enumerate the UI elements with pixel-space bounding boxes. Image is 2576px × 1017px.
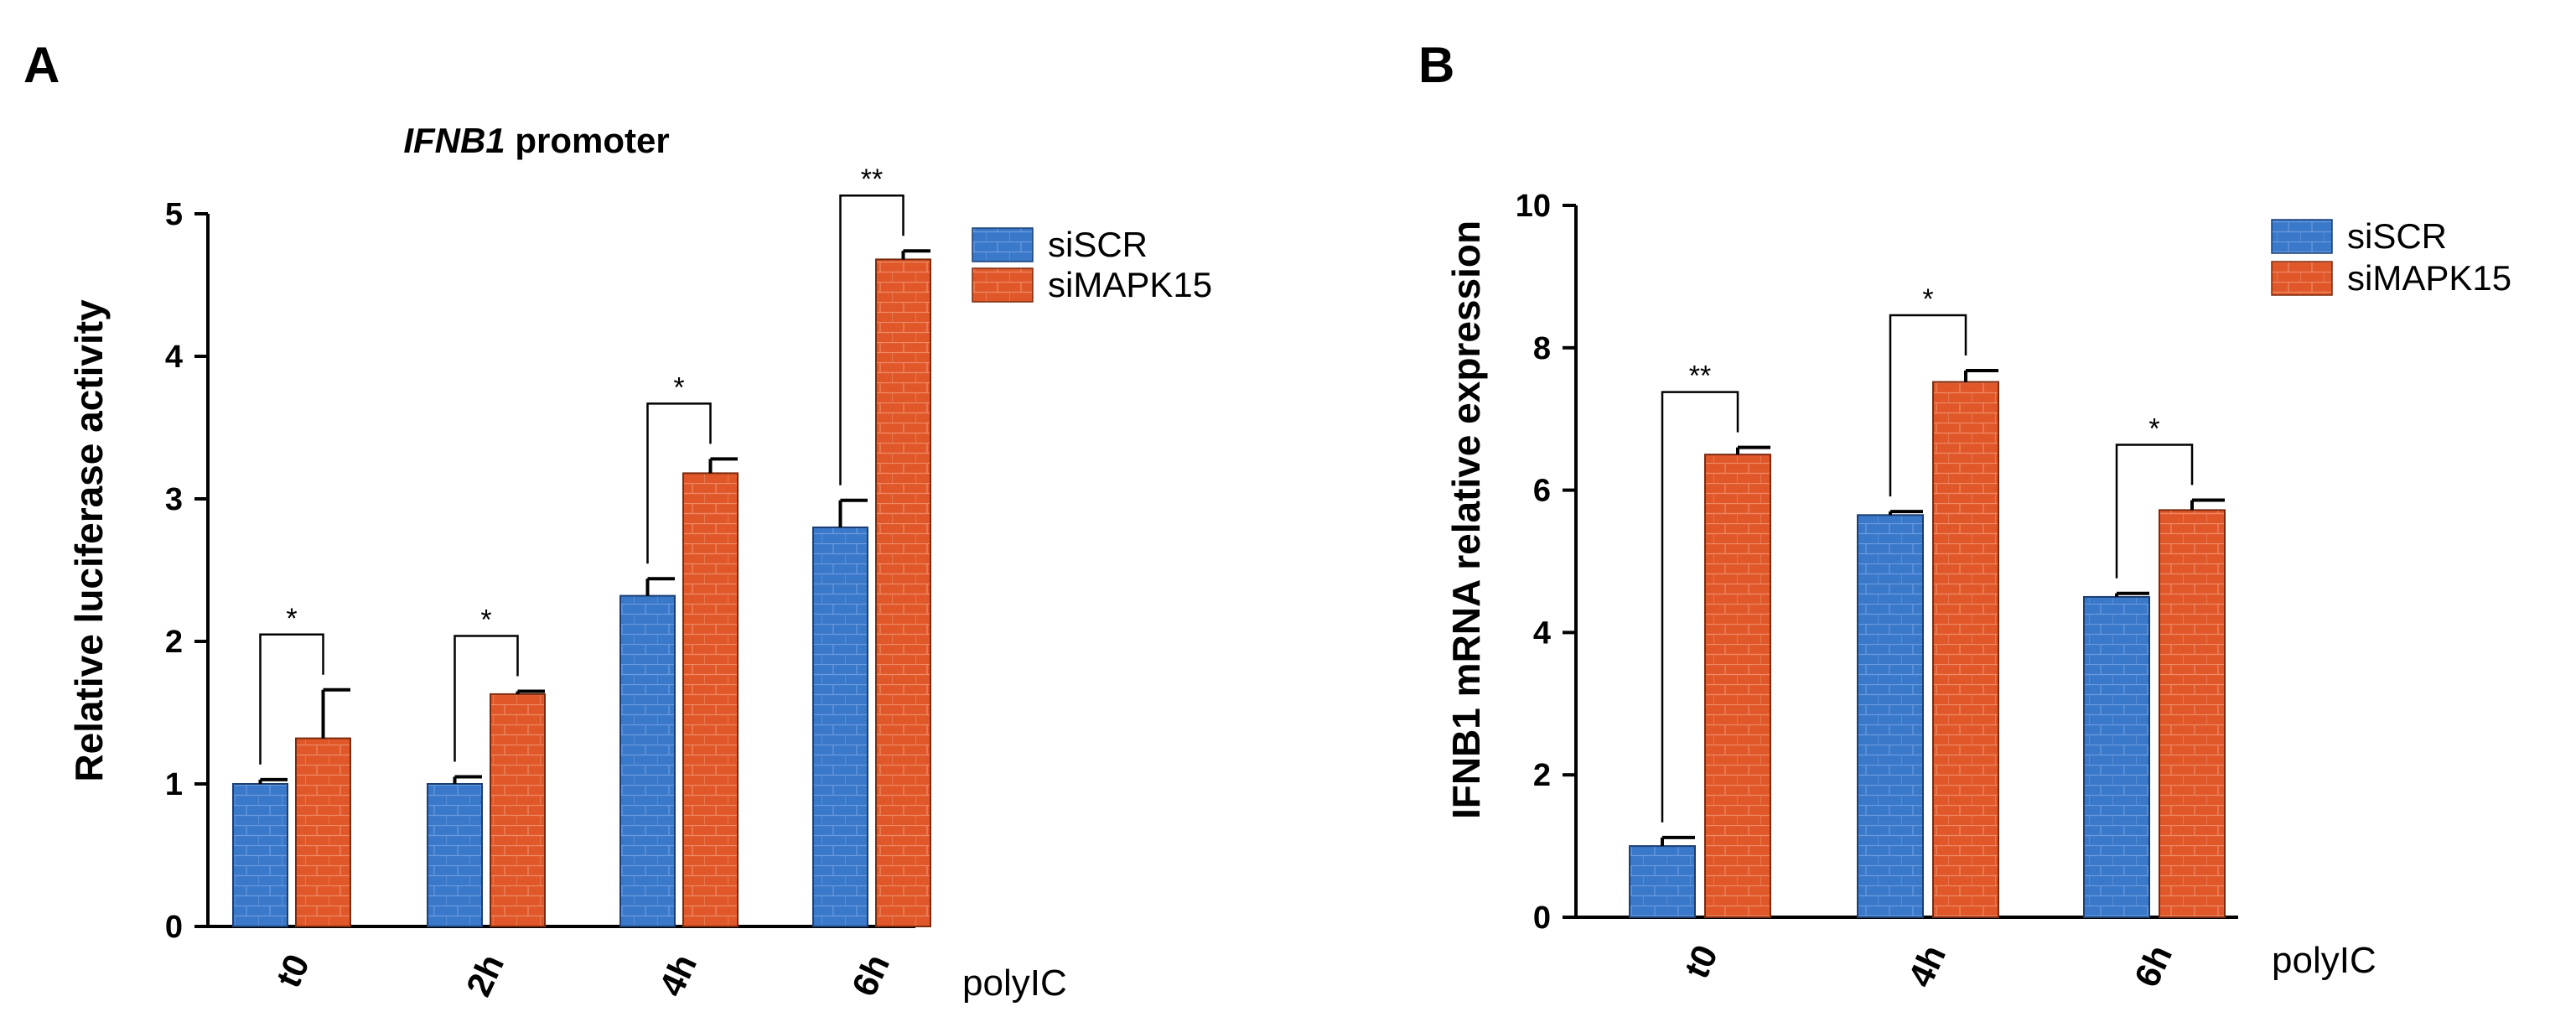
y-tick-label: 4 (165, 340, 183, 375)
x-category-label: t0 (268, 948, 317, 994)
legend-swatch-siscr (972, 227, 1034, 262)
panel-a-title-gene: IFNB1 (403, 121, 505, 160)
y-tick-label: 0 (165, 910, 183, 945)
significance-bracket (1661, 391, 1739, 822)
panel-a-legend: siSCR siMAPK15 (972, 225, 1212, 304)
x-category-label: t0 (1677, 939, 1725, 984)
panel-b-categories: t0 4h 6h (1677, 939, 2179, 993)
panel-a-title-rest: promoter (505, 121, 670, 160)
x-category-label: 4h (1900, 939, 1953, 993)
x-category-label: 6h (844, 948, 897, 1002)
y-tick-label: 0 (1533, 900, 1551, 936)
significance-label: * (480, 604, 491, 636)
panel-a-y-axis-label: Relative luciferase activity (67, 299, 111, 782)
legend-swatch-siscr (2271, 219, 2333, 254)
y-tick-label: 2 (165, 625, 183, 660)
bar-siscr-6h (812, 527, 868, 927)
legend-label-siscr: siSCR (2347, 216, 2447, 256)
bar-siscr-4h (619, 594, 676, 927)
bar-simapk15-4h (1932, 381, 1999, 918)
bar-siscr-6h (2083, 595, 2150, 918)
legend-label-simapk15: siMAPK15 (2347, 258, 2511, 298)
bar-siscr-t0 (1629, 845, 1696, 918)
panel-a-y-ticks: 0 1 2 3 4 5 (165, 197, 208, 945)
significance-label: ** (861, 163, 883, 195)
legend-label-simapk15: siMAPK15 (1048, 265, 1212, 304)
y-tick-label: 4 (1533, 615, 1551, 651)
significance-label: * (286, 603, 297, 635)
y-tick-label: 2 (1533, 758, 1551, 793)
panel-b-significance: **** (1661, 283, 2194, 822)
panel-a-x-axis-label: polyIC (962, 963, 1067, 1004)
bar-simapk15-t0 (295, 737, 351, 927)
significance-bracket (1889, 314, 1967, 497)
panel-b-x-axis-label: polyIC (2272, 940, 2376, 981)
bar-simapk15-6h (2159, 509, 2226, 918)
significance-bracket (454, 635, 519, 762)
y-tick-label: 3 (165, 482, 183, 517)
panel-b-legend: siSCR siMAPK15 (2271, 216, 2511, 298)
legend-swatch-simapk15 (972, 267, 1034, 303)
x-category-label: 6h (2127, 939, 2179, 993)
panel-b: B IFNB1 mRNA relative expression 0 2 4 6 8 10… (1418, 37, 2511, 993)
panel-b-y-ticks: 0 2 4 6 8 10 (1516, 189, 1576, 936)
panel-b-bars (1629, 368, 2226, 918)
bar-simapk15-t0 (1704, 454, 1771, 918)
panel-a: A IFNB1 promoter Relative luciferase act… (23, 37, 1212, 1004)
x-category-label: 2h (459, 948, 511, 1002)
legend-label-siscr: siSCR (1048, 225, 1148, 264)
panel-a-significance: * **** (259, 163, 904, 765)
y-tick-label: 10 (1516, 189, 1551, 224)
significance-bracket (646, 402, 712, 564)
significance-label: * (1922, 283, 1933, 315)
bar-siscr-t0 (232, 783, 288, 927)
bar-simapk15-4h (682, 472, 739, 927)
bar-siscr-2h (427, 783, 483, 927)
bar-simapk15-2h (490, 693, 546, 928)
panel-a-categories: t0 2h 4h 6h (268, 948, 897, 1002)
panel-a-title: IFNB1 promoter (403, 121, 669, 160)
significance-label: ** (1689, 361, 1711, 392)
y-tick-label: 1 (165, 767, 183, 802)
y-tick-label: 6 (1533, 474, 1551, 509)
y-tick-label: 5 (165, 197, 183, 232)
significance-label: * (673, 371, 684, 403)
bar-siscr-4h (1857, 514, 1924, 918)
y-tick-label: 8 (1533, 331, 1551, 366)
significance-bracket (259, 633, 324, 765)
bar-simapk15-6h (875, 258, 931, 927)
x-category-label: 4h (651, 948, 704, 1002)
significance-bracket (839, 194, 904, 485)
panel-b-y-axis-label: IFNB1 mRNA relative expression (1444, 221, 1488, 819)
panel-a-letter: A (23, 37, 60, 93)
panel-a-bars (232, 249, 931, 928)
legend-swatch-simapk15 (2271, 261, 2333, 296)
significance-bracket (2115, 444, 2194, 579)
panel-b-letter: B (1418, 37, 1454, 93)
significance-label: * (2148, 413, 2159, 444)
